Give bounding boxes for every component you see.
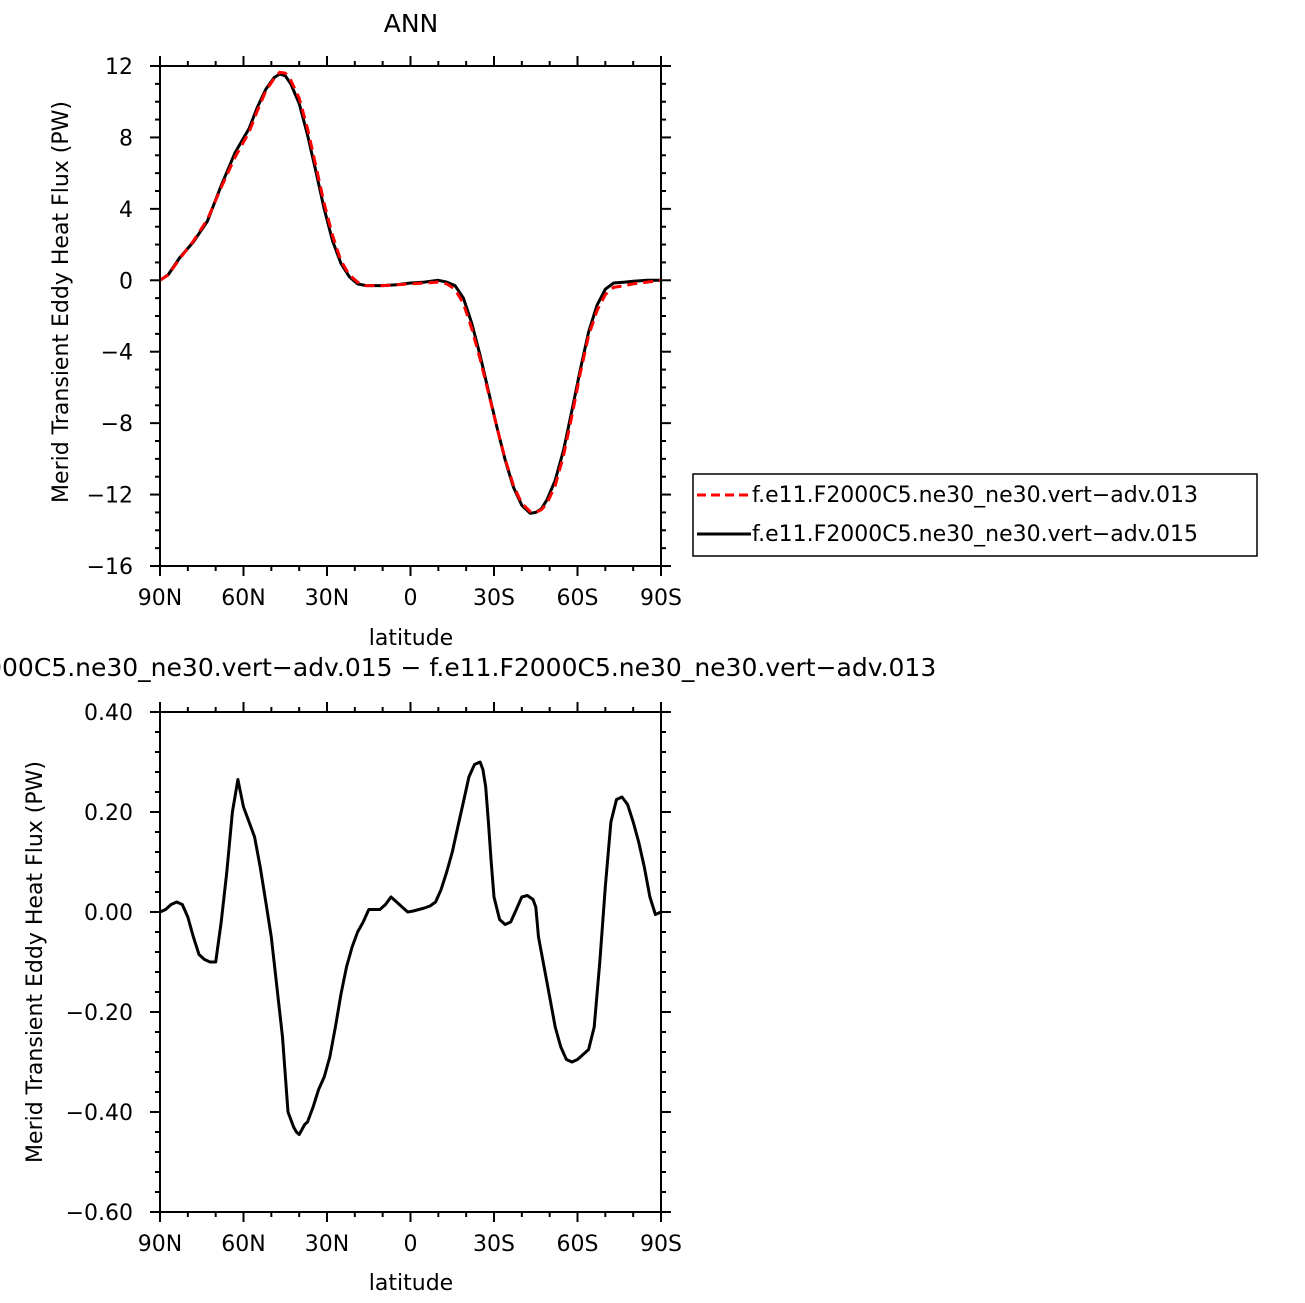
bottom-y-tick-label: −0.40 bbox=[66, 1101, 133, 1126]
bottom-x-tick-label: 0 bbox=[404, 1232, 418, 1257]
top-x-tick-label: 60S bbox=[557, 586, 599, 611]
top-chart-title: ANN bbox=[384, 9, 439, 38]
top-plot-frame bbox=[159, 65, 662, 567]
legend-frame bbox=[692, 473, 1258, 557]
top-y-tick-label: 4 bbox=[119, 198, 133, 223]
bottom-chart-series-group bbox=[158, 760, 663, 1136]
top-y-tick-label: −12 bbox=[87, 484, 133, 509]
top-y-axis-title: Merid Transient Eddy Heat Flux (PW) bbox=[49, 101, 74, 503]
top-x-tick-label: 60N bbox=[221, 586, 265, 611]
bottom-y-axis-title: Merid Transient Eddy Heat Flux (PW) bbox=[23, 761, 48, 1163]
top-x-tick-label: 90N bbox=[138, 586, 182, 611]
bottom-series-line-0 bbox=[158, 760, 663, 1136]
bottom-x-tick-label: 90N bbox=[138, 1232, 182, 1257]
bottom-chart-panel: f.e11.F2000C5.ne30_ne30.vert−adv.015 − f… bbox=[0, 653, 936, 1296]
top-chart-series-group bbox=[158, 70, 663, 515]
top-series-line-1 bbox=[158, 72, 663, 515]
top-y-tick-label: 12 bbox=[105, 55, 133, 80]
bottom-y-tick-label: 0.00 bbox=[84, 901, 133, 926]
bottom-chart-title: f.e11.F2000C5.ne30_ne30.vert−adv.015 − f… bbox=[0, 653, 936, 682]
top-y-tick-label: 0 bbox=[119, 269, 133, 294]
bottom-y-tick-label: −0.20 bbox=[66, 1001, 133, 1026]
bottom-x-tick-label: 30N bbox=[305, 1232, 349, 1257]
bottom-x-tick-label: 90S bbox=[640, 1232, 682, 1257]
top-x-tick-label: 0 bbox=[404, 586, 418, 611]
bottom-x-tick-label: 60N bbox=[221, 1232, 265, 1257]
top-chart-ticks: 90N 60N 30N 0 30S 60S 90S −16 −12 −8 −4 0 4 8 12 bbox=[87, 55, 682, 611]
legend-label-015: f.e11.F2000C5.ne30_ne30.vert−adv.015 bbox=[752, 522, 1198, 547]
bottom-x-tick-label: 60S bbox=[557, 1232, 599, 1257]
top-x-tick-label: 30N bbox=[305, 586, 349, 611]
bottom-y-tick-label: −0.60 bbox=[66, 1201, 133, 1226]
top-y-tick-label: 8 bbox=[119, 126, 133, 151]
top-chart-panel: ANN 90N 60N 30N 0 30S 60S 90S −16 −12 −8 −4 0 4 8 12 l… bbox=[49, 9, 1258, 651]
top-y-tick-label: −8 bbox=[101, 412, 133, 437]
top-y-tick-label: −4 bbox=[101, 341, 133, 366]
bottom-chart-ticks: 90N 60N 30N 0 30S 60S 90S −0.60 −0.40 −0.20 0.00 0.… bbox=[66, 701, 682, 1257]
legend-label-013: f.e11.F2000C5.ne30_ne30.vert−adv.013 bbox=[752, 483, 1198, 508]
top-series-line-0 bbox=[159, 70, 662, 514]
top-y-tick-label: −16 bbox=[87, 555, 133, 580]
bottom-y-tick-label: 0.40 bbox=[84, 701, 133, 726]
top-x-tick-label: 30S bbox=[473, 586, 515, 611]
bottom-x-tick-label: 30S bbox=[473, 1232, 515, 1257]
bottom-x-axis-title: latitude bbox=[369, 1271, 453, 1296]
bottom-y-tick-label: 0.20 bbox=[84, 801, 133, 826]
top-x-axis-title: latitude bbox=[369, 626, 453, 651]
legend: f.e11.F2000C5.ne30_ne30.vert−adv.013 f.e… bbox=[692, 473, 1258, 557]
top-x-tick-label: 90S bbox=[640, 586, 682, 611]
